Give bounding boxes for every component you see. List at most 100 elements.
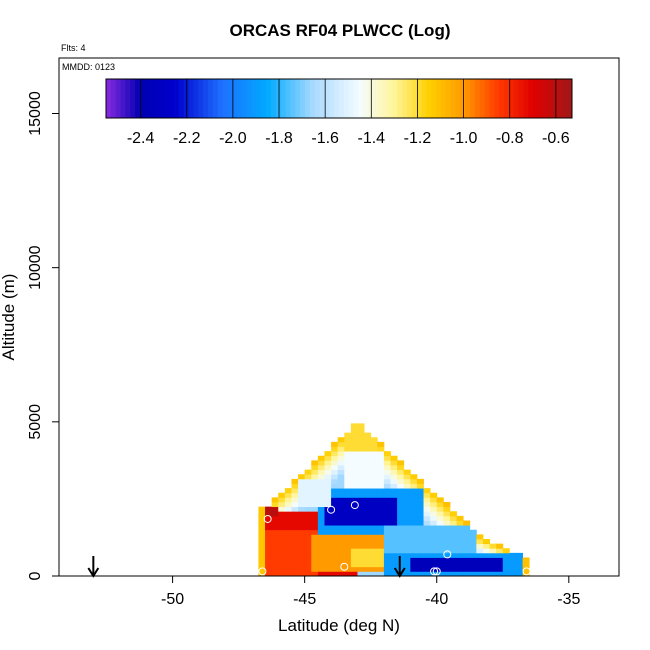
heatmap-cell bbox=[344, 465, 352, 471]
heatmap-cell bbox=[430, 492, 438, 498]
heatmap-cell bbox=[502, 571, 510, 577]
heatmap-cell bbox=[416, 520, 424, 526]
heatmap-cell bbox=[416, 488, 424, 494]
heatmap-cell bbox=[436, 525, 444, 531]
heatmap-cell bbox=[390, 552, 398, 558]
heatmap-cell bbox=[364, 557, 372, 563]
heatmap-cell bbox=[403, 539, 411, 545]
heatmap-cell bbox=[291, 543, 299, 549]
heatmap-cell bbox=[377, 525, 385, 531]
heatmap-cell bbox=[482, 548, 490, 554]
heatmap-cell bbox=[496, 557, 504, 563]
heatmap-cell bbox=[357, 515, 365, 521]
heatmap-cell bbox=[390, 488, 398, 494]
heatmap-cell bbox=[370, 469, 378, 475]
heatmap-cell bbox=[278, 534, 286, 540]
heatmap-cell bbox=[278, 511, 286, 517]
heatmap-cell bbox=[324, 539, 332, 545]
colorbar-segment bbox=[149, 79, 156, 118]
heatmap-cell bbox=[324, 469, 332, 475]
heatmap-cell bbox=[416, 515, 424, 521]
colorbar-segment bbox=[125, 79, 131, 118]
colorbar-segment bbox=[212, 79, 219, 118]
heatmap-cell bbox=[278, 529, 286, 535]
heatmap-cell bbox=[383, 562, 391, 568]
heatmap-cell bbox=[317, 566, 325, 572]
heatmap-cell bbox=[397, 525, 405, 531]
heatmap-cell bbox=[496, 552, 504, 558]
heatmap-cell bbox=[383, 492, 391, 498]
heatmap-cell bbox=[344, 451, 352, 457]
heatmap-cell bbox=[443, 529, 451, 535]
heatmap-cell bbox=[271, 502, 279, 508]
heatmap-cell bbox=[423, 502, 431, 508]
heatmap-cell bbox=[304, 488, 312, 494]
colorbar-tick-label: -0.8 bbox=[496, 130, 524, 147]
heatmap-cell bbox=[271, 506, 279, 512]
heatmap-cell bbox=[304, 525, 312, 531]
heatmap-cell bbox=[443, 557, 451, 563]
heatmap-cell bbox=[324, 534, 332, 540]
heatmap-cell bbox=[377, 502, 385, 508]
heatmap-cell bbox=[350, 543, 358, 549]
heatmap-cell bbox=[397, 460, 405, 466]
heatmap-cell bbox=[258, 539, 266, 545]
heatmap-cell bbox=[423, 562, 431, 568]
flight-marker-circle bbox=[522, 567, 531, 576]
heatmap-cell bbox=[357, 539, 365, 545]
colorbar-tick-label: -0.6 bbox=[542, 130, 570, 147]
heatmap-cell bbox=[337, 548, 345, 554]
heatmap-cell bbox=[364, 525, 372, 531]
heatmap-cell bbox=[397, 552, 405, 558]
heatmap-cell bbox=[298, 529, 306, 535]
heatmap-cell bbox=[311, 539, 319, 545]
heatmap-cell bbox=[331, 534, 339, 540]
heatmap-cell bbox=[377, 506, 385, 512]
heatmap-cell bbox=[258, 548, 266, 554]
heatmap-cell bbox=[350, 548, 358, 554]
heatmap-cell bbox=[515, 552, 523, 558]
heatmap-cell bbox=[350, 534, 358, 540]
heatmap-cell bbox=[324, 557, 332, 563]
heatmap-cell bbox=[291, 525, 299, 531]
flights-annotation: Flts: 4 bbox=[61, 43, 86, 53]
x-axis: -50 -45 -40 -35 bbox=[161, 576, 580, 608]
colorbar-segment bbox=[557, 79, 563, 118]
flight-marker-circle bbox=[432, 567, 441, 576]
heatmap-cell bbox=[522, 562, 530, 568]
heatmap-cell bbox=[265, 552, 273, 558]
heatmap-cell bbox=[265, 543, 273, 549]
heatmap-cell bbox=[364, 520, 372, 526]
heatmap-cell bbox=[383, 552, 391, 558]
heatmap-cell bbox=[383, 469, 391, 475]
heatmap-cell bbox=[463, 543, 471, 549]
heatmap-cell bbox=[271, 529, 279, 535]
colorbar-segment bbox=[387, 79, 393, 118]
heatmap-cell bbox=[357, 502, 365, 508]
heatmap-cell bbox=[357, 562, 365, 568]
heatmap-cell bbox=[377, 557, 385, 563]
heatmap-cell bbox=[284, 562, 292, 568]
heatmap-cell bbox=[304, 571, 312, 577]
heatmap-cell bbox=[317, 534, 325, 540]
heatmap-cell bbox=[324, 548, 332, 554]
heatmap-cell bbox=[423, 566, 431, 572]
heatmap-cell bbox=[502, 566, 510, 572]
heatmap-cell bbox=[469, 557, 477, 563]
colorbar-segment bbox=[436, 79, 442, 118]
heatmap-cell bbox=[344, 548, 352, 554]
heatmap-cell bbox=[278, 543, 286, 549]
heatmap-cell bbox=[397, 474, 405, 480]
heatmap-cell bbox=[331, 502, 339, 508]
heatmap-cell bbox=[370, 539, 378, 545]
heatmap-cell bbox=[509, 562, 517, 568]
heatmap-cell bbox=[449, 529, 457, 535]
heatmap-cell bbox=[443, 552, 451, 558]
heatmap-cell bbox=[489, 552, 497, 558]
heatmap-cell bbox=[403, 506, 411, 512]
heatmap-cell bbox=[324, 483, 332, 489]
heatmap-cell bbox=[410, 474, 418, 480]
heatmap-cell bbox=[364, 539, 372, 545]
colorbar-segment bbox=[499, 79, 505, 118]
colorbar-segment bbox=[528, 79, 534, 118]
